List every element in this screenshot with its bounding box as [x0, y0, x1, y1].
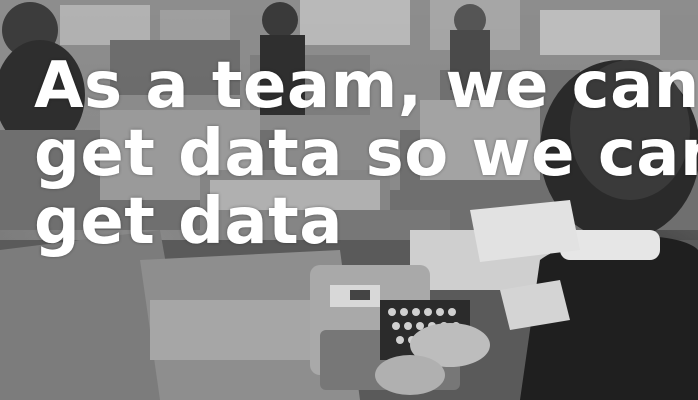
typist	[375, 60, 698, 400]
caption-line-3: get data	[34, 185, 343, 259]
caption-line-2: get data so we can	[34, 117, 698, 191]
meme-caption: As a team, we can get data so we can get…	[34, 49, 698, 259]
background-workers	[0, 2, 490, 150]
caption-line-1: As a team, we can	[34, 49, 698, 123]
papers	[470, 200, 580, 330]
